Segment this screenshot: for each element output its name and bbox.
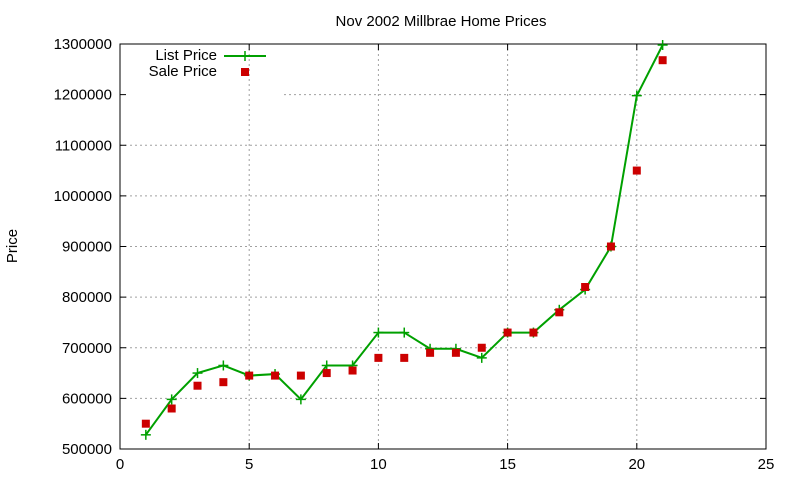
chart-title: Nov 2002 Millbrae Home Prices: [336, 13, 547, 30]
legend: List Price Sale Price: [149, 47, 266, 80]
x-tick-label: 15: [499, 456, 516, 473]
grid: [120, 44, 766, 449]
sale-price-point: [374, 353, 383, 362]
x-tick-label: 25: [758, 456, 775, 473]
sale-price-point: [296, 371, 305, 380]
sale-price-point: [141, 419, 150, 428]
y-tick-label: 600000: [62, 390, 112, 407]
legend-label-list-price: List Price: [155, 47, 217, 64]
list-price-point: [218, 360, 229, 371]
list-price-point: [657, 40, 668, 51]
sale-price-point: [632, 166, 641, 175]
x-tick-label: 20: [628, 456, 645, 473]
list-price-point: [631, 90, 642, 101]
list-price-point: [399, 327, 410, 338]
y-tick-label: 800000: [62, 289, 112, 306]
list-price-point: [295, 394, 306, 405]
list-price-point: [192, 368, 203, 379]
y-axis: 500000 600000 700000 800000 900000 1000000 110…: [54, 36, 766, 458]
sale-price-point: [581, 283, 590, 291]
sale-price-point: [555, 308, 564, 317]
sale-price-point: [193, 381, 202, 390]
x-axis: 0 5 10 15 20 25: [116, 44, 775, 473]
y-tick-label: 1100000: [55, 137, 112, 154]
series: [140, 40, 668, 440]
sale-price-point: [245, 371, 254, 380]
x-tick-label: 5: [245, 456, 253, 473]
y-tick-label: 1000000: [54, 188, 112, 205]
y-tick-label: 500000: [62, 441, 112, 458]
sale-price-point: [658, 56, 667, 65]
legend-swatch-sale-price: [241, 68, 249, 76]
x-tick-label: 10: [370, 456, 387, 473]
y-tick-label: 1200000: [54, 87, 112, 104]
sale-price-point: [503, 328, 512, 337]
sale-price-point: [348, 366, 357, 375]
y-axis-label: Price: [4, 229, 21, 263]
y-tick-label: 900000: [62, 239, 112, 256]
sale-price-point: [322, 369, 331, 378]
list-price-point: [373, 327, 384, 338]
sale-price-point: [477, 343, 486, 352]
sale-price-point: [426, 348, 435, 357]
sale-price-point: [606, 242, 615, 251]
sale-price-point: [219, 378, 228, 387]
list-price-point: [476, 352, 487, 363]
sale-price-point: [400, 353, 409, 362]
sale-price-point: [451, 348, 460, 357]
y-tick-label: 700000: [62, 340, 112, 357]
legend-label-sale-price: Sale Price: [149, 63, 217, 80]
list-price-point: [140, 429, 151, 440]
y-tick-label: 1300000: [54, 36, 112, 53]
sale-price-point: [271, 371, 280, 380]
sale-price-point: [529, 328, 538, 337]
list-price-point: [321, 360, 332, 371]
list-price-line: [145, 44, 664, 436]
x-tick-label: 0: [116, 456, 124, 473]
list-price-point: [166, 394, 177, 405]
sale-price-point: [167, 404, 176, 413]
